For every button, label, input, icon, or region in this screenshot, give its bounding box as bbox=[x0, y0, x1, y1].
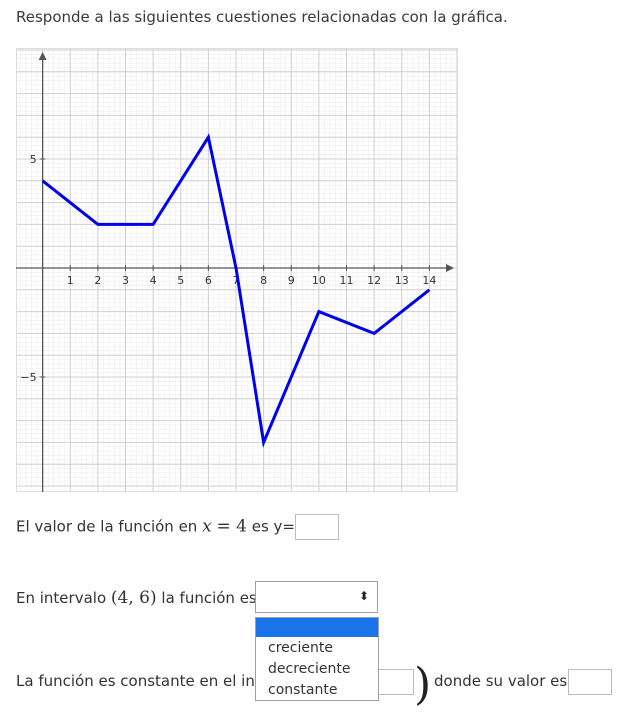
x-tick-label: 5 bbox=[177, 274, 184, 287]
dropdown-option-creciente[interactable]: creciente bbox=[268, 640, 333, 656]
x-tick-label: 9 bbox=[288, 274, 295, 287]
x-tick-label: 3 bbox=[122, 274, 129, 287]
q2-prefix: En intervalo bbox=[16, 589, 107, 607]
x-tick-labels: 1 2 3 4 5 6 7 8 9 10 11 12 13 14 bbox=[67, 274, 437, 287]
graph-border bbox=[16, 48, 458, 492]
q2-suffix: la función es bbox=[161, 589, 257, 607]
series bbox=[41, 133, 431, 448]
x-tick-label: 4 bbox=[150, 274, 157, 287]
y-tick-label: 5 bbox=[30, 153, 37, 166]
q1-answer-input[interactable] bbox=[294, 514, 339, 540]
q3-row: La función es constante en el int bbox=[16, 672, 261, 690]
function-graph: 1 2 3 4 5 6 7 8 9 10 11 12 13 14 5−5 bbox=[16, 48, 458, 492]
x-tick-label: 1 bbox=[67, 274, 74, 287]
y-tick-label: −5 bbox=[20, 371, 36, 384]
x-tick-label: 6 bbox=[205, 274, 212, 287]
close-paren: ) bbox=[414, 659, 432, 710]
x-tick-label: 12 bbox=[367, 274, 381, 287]
dropdown-option-constante[interactable]: constante bbox=[268, 682, 338, 698]
chevron-up-down-icon: ⬍ bbox=[358, 589, 369, 603]
q2-behavior-select[interactable]: ⬍ bbox=[255, 581, 378, 613]
q2-row: En intervalo (4, 6) la función es bbox=[16, 588, 257, 608]
q2-dropdown-list: creciente decreciente constante bbox=[255, 617, 379, 701]
function-line bbox=[41, 133, 431, 448]
q1-math-var: x bbox=[202, 516, 212, 537]
q1-suffix: es y= bbox=[251, 517, 295, 536]
x-tick-label: 14 bbox=[422, 274, 436, 287]
q1-row: El valor de la función en x = 4 es y= bbox=[16, 514, 339, 540]
question-intro: Responde a las siguientes cuestiones rel… bbox=[16, 8, 508, 26]
dropdown-option-decreciente[interactable]: decreciente bbox=[268, 661, 351, 677]
q3-value-input[interactable] bbox=[568, 669, 612, 695]
q2-interval: (4, 6) bbox=[110, 588, 157, 608]
y-axis-arrow bbox=[38, 52, 47, 60]
x-tick-label: 13 bbox=[395, 274, 409, 287]
axes bbox=[16, 48, 458, 492]
q3-prefix: La función es constante en el int bbox=[16, 672, 261, 690]
q3-interval-input[interactable] bbox=[378, 669, 414, 695]
x-tick-label: 2 bbox=[94, 274, 101, 287]
q1-math-eq: = 4 bbox=[216, 516, 247, 537]
q1-prefix: El valor de la función en bbox=[16, 517, 198, 536]
y-tick-labels: 5 −5 bbox=[20, 153, 36, 384]
dropdown-option-blank[interactable] bbox=[256, 618, 378, 637]
x-tick-label: 10 bbox=[312, 274, 326, 287]
x-tick-label: 8 bbox=[260, 274, 267, 287]
q3-suffix: donde su valor es bbox=[434, 672, 568, 690]
x-tick-label: 7 bbox=[233, 274, 240, 287]
x-axis-arrow bbox=[446, 264, 454, 272]
x-tick-label: 11 bbox=[340, 274, 354, 287]
